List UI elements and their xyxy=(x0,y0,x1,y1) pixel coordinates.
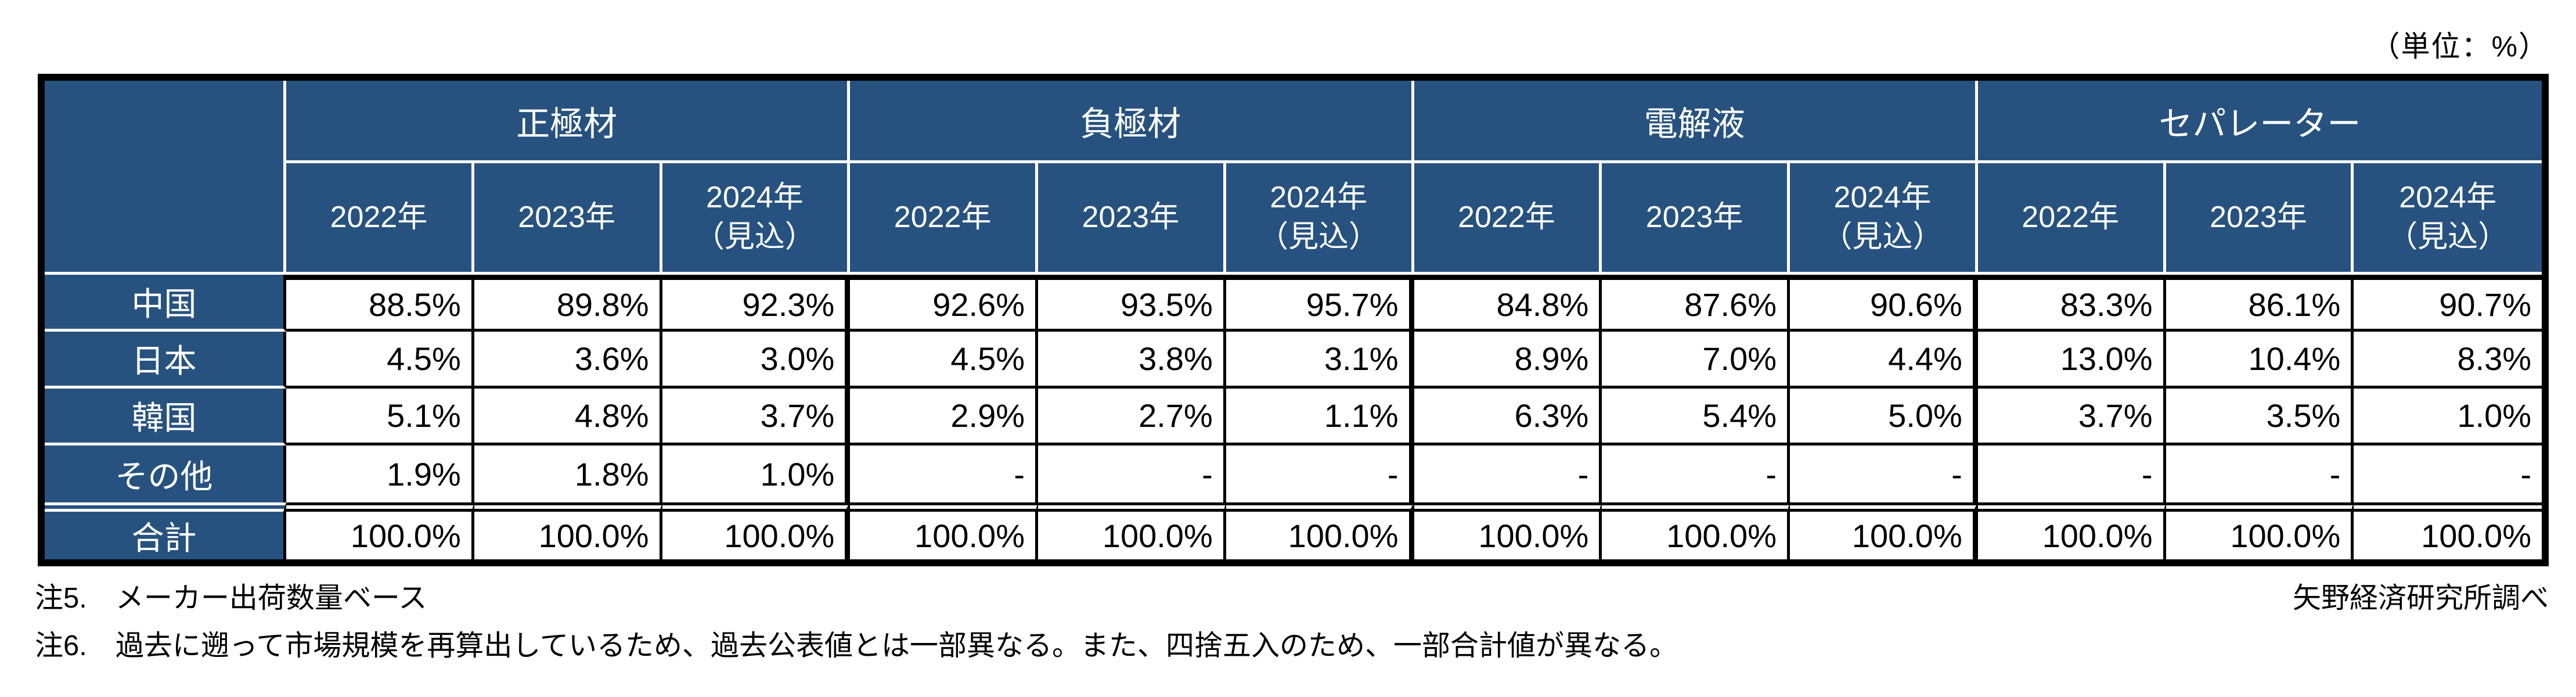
value-cell: - xyxy=(850,445,1038,502)
value-cell: 2.9% xyxy=(850,389,1038,445)
year-header-line2: （見込） xyxy=(2387,220,2509,254)
value-cell: - xyxy=(1790,445,1978,502)
year-header: 2023年 xyxy=(2166,163,2354,275)
year-header-forecast: 2024年 （見込） xyxy=(1226,163,1414,275)
year-header-line2: （見込） xyxy=(694,220,815,254)
value-cell: 92.3% xyxy=(662,275,851,332)
value-cell: 100.0% xyxy=(662,502,851,559)
value-cell: 5.0% xyxy=(1790,389,1978,445)
value-cell: 100.0% xyxy=(850,502,1038,559)
value-cell: 5.4% xyxy=(1602,389,1790,445)
value-cell: 1.0% xyxy=(2354,389,2542,445)
unit-label: （単位：%） xyxy=(2370,30,2549,63)
value-cell: 1.1% xyxy=(1226,389,1414,445)
year-header-forecast: 2024年 （見込） xyxy=(2354,163,2542,275)
group-header-separator: セパレーター xyxy=(1977,81,2542,163)
value-cell: - xyxy=(1977,445,2166,502)
value-cell: 87.6% xyxy=(1602,275,1790,332)
value-cell: 1.8% xyxy=(474,445,662,502)
value-cell: 86.1% xyxy=(2166,275,2354,332)
year-header: 2022年 xyxy=(1977,163,2166,275)
row-header-korea: 韓国 xyxy=(45,389,286,445)
value-cell: 100.0% xyxy=(1226,502,1414,559)
value-cell: - xyxy=(1602,445,1790,502)
value-cell: 1.9% xyxy=(286,445,474,502)
year-header-line1: 2024年 xyxy=(1270,180,1367,214)
year-header: 2022年 xyxy=(286,163,474,275)
market-share-table: 正極材 負極材 電解液 セパレーター 2022年 2023年 2024年 （見込… xyxy=(38,74,2549,566)
value-cell: 100.0% xyxy=(2354,502,2542,559)
value-cell: 89.8% xyxy=(474,275,662,332)
value-cell: - xyxy=(1226,445,1414,502)
value-cell: 100.0% xyxy=(1038,502,1226,559)
value-cell: 3.7% xyxy=(662,389,851,445)
value-cell: 4.8% xyxy=(474,389,662,445)
value-cell: 13.0% xyxy=(1977,332,2166,389)
source-credit: 矢野経済研究所調べ xyxy=(2292,583,2549,614)
value-cell: 10.4% xyxy=(2166,332,2354,389)
value-cell: 90.7% xyxy=(2354,275,2542,332)
year-header-forecast: 2024年 （見込） xyxy=(662,163,851,275)
group-header-anode: 負極材 xyxy=(850,81,1414,163)
value-cell: 4.5% xyxy=(850,332,1038,389)
value-cell: 95.7% xyxy=(1226,275,1414,332)
value-cell: 83.3% xyxy=(1977,275,2166,332)
row-header-total: 合計 xyxy=(45,502,286,559)
value-cell: 100.0% xyxy=(1414,502,1602,559)
value-cell: 84.8% xyxy=(1414,275,1602,332)
value-cell: 3.5% xyxy=(2166,389,2354,445)
value-cell: 4.4% xyxy=(1790,332,1978,389)
value-cell: 4.5% xyxy=(286,332,474,389)
year-header-line1: 2024年 xyxy=(2399,180,2496,214)
notes-line-1: 注5. メーカー出荷数量ベース 矢野経済研究所調べ xyxy=(35,575,2549,616)
note-5: 注5. メーカー出荷数量ベース xyxy=(35,583,427,614)
value-cell: 8.9% xyxy=(1414,332,1602,389)
value-cell: 100.0% xyxy=(2166,502,2354,559)
value-cell: 3.7% xyxy=(1977,389,2166,445)
value-cell: 3.8% xyxy=(1038,332,1226,389)
value-cell: 100.0% xyxy=(1602,502,1790,559)
value-cell: - xyxy=(2166,445,2354,502)
row-header-china: 中国 xyxy=(45,275,286,332)
value-cell: 6.3% xyxy=(1414,389,1602,445)
value-cell: 100.0% xyxy=(1977,502,2166,559)
value-cell: 8.3% xyxy=(2354,332,2542,389)
value-cell: 1.0% xyxy=(662,445,851,502)
value-cell: - xyxy=(2354,445,2542,502)
year-header-line2: （見込） xyxy=(1258,220,1379,254)
corner-cell xyxy=(45,81,286,275)
group-header-cathode: 正極材 xyxy=(286,81,851,163)
year-header-line2: （見込） xyxy=(1822,220,1943,254)
year-header: 2022年 xyxy=(850,163,1038,275)
year-header: 2023年 xyxy=(474,163,662,275)
value-cell: 90.6% xyxy=(1790,275,1978,332)
value-cell: 92.6% xyxy=(850,275,1038,332)
year-header-line1: 2024年 xyxy=(1833,180,1932,214)
value-cell: 93.5% xyxy=(1038,275,1226,332)
year-header-forecast: 2024年 （見込） xyxy=(1790,163,1978,275)
value-cell: 88.5% xyxy=(286,275,474,332)
value-cell: 3.1% xyxy=(1226,332,1414,389)
year-header-line1: 2024年 xyxy=(706,180,804,214)
group-header-electrolyte: 電解液 xyxy=(1414,81,1978,163)
year-header: 2022年 xyxy=(1414,163,1602,275)
value-cell: 3.0% xyxy=(662,332,851,389)
row-header-others: その他 xyxy=(45,445,286,502)
row-header-japan: 日本 xyxy=(45,332,286,389)
value-cell: 100.0% xyxy=(474,502,662,559)
value-cell: 2.7% xyxy=(1038,389,1226,445)
year-header: 2023年 xyxy=(1602,163,1790,275)
value-cell: 100.0% xyxy=(1790,502,1978,559)
note-6: 注6. 過去に遡って市場規模を再算出しているため、過去公表値とは一部異なる。また… xyxy=(35,630,1678,662)
year-header: 2023年 xyxy=(1038,163,1226,275)
value-cell: 3.6% xyxy=(474,332,662,389)
value-cell: - xyxy=(1038,445,1226,502)
value-cell: 100.0% xyxy=(286,502,474,559)
value-cell: 7.0% xyxy=(1602,332,1790,389)
value-cell: - xyxy=(1414,445,1602,502)
value-cell: 5.1% xyxy=(286,389,474,445)
